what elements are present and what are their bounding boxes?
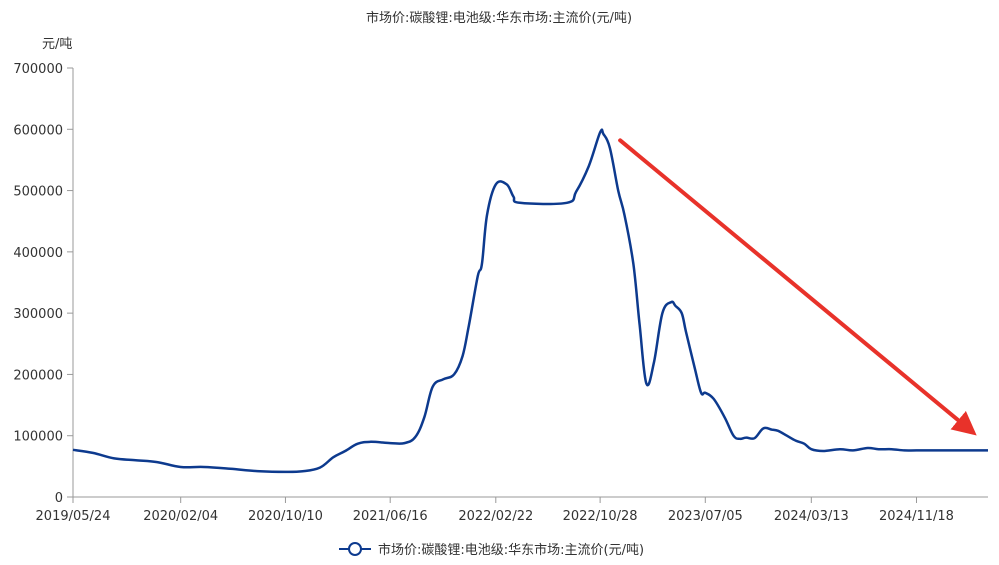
y-tick-label: 100000 [13, 430, 63, 445]
x-tick-label: 2023/07/05 [668, 509, 743, 524]
y-axis: 0 100000 200000 300000 400000 500000 600000 700… [13, 62, 74, 506]
x-tick-label: 2022/02/22 [458, 509, 533, 524]
y-tick-label: 700000 [13, 62, 63, 77]
y-axis-label: 元/吨 [42, 37, 72, 52]
y-tick-label: 300000 [13, 307, 63, 322]
legend-marker-circle [348, 542, 362, 556]
x-axis: 2019/05/24 2020/02/04 2020/10/10 2021/06/16… [36, 496, 988, 524]
x-tick-label: 2020/02/04 [143, 509, 218, 524]
x-tick-label: 2022/10/28 [563, 509, 638, 524]
y-tick-label: 200000 [13, 368, 63, 383]
x-tick-label: 2020/10/10 [248, 509, 323, 524]
x-tick-label: 2021/06/16 [353, 509, 428, 524]
x-tick-label: 2024/11/18 [879, 509, 954, 524]
y-tick-label: 400000 [13, 246, 63, 261]
series-line [72, 128, 988, 474]
x-tick-label: 2024/03/13 [774, 509, 849, 524]
series-layer [72, 128, 988, 474]
legend-label: 市场价:碳酸锂:电池级:华东市场:主流价(元/吨) [378, 542, 644, 558]
chart-title: 市场价:碳酸锂:电池级:华东市场:主流价(元/吨) [366, 10, 632, 26]
y-tick-label: 500000 [13, 185, 63, 200]
x-tick-label: 2019/05/24 [36, 509, 111, 524]
y-tick-label: 0 [55, 491, 63, 506]
legend: 市场价:碳酸锂:电池级:华东市场:主流价(元/吨) [339, 542, 644, 558]
trend-arrow [618, 138, 977, 436]
y-tick-label: 600000 [13, 123, 63, 138]
